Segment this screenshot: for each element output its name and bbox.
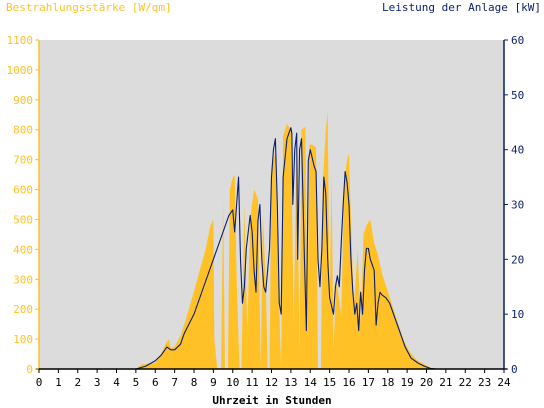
x-axis-tick-label: 11 [246, 376, 259, 389]
right-axis-tick-label: 60 [511, 34, 524, 47]
x-axis-tick-label: 17 [362, 376, 375, 389]
x-axis-tick-label: 0 [36, 376, 43, 389]
left-axis-tick-label: 300 [13, 273, 33, 286]
x-axis-tick-label: 14 [304, 376, 318, 389]
x-axis-tick-label: 6 [152, 376, 159, 389]
left-axis-tick-label: 100 [13, 333, 33, 346]
right-axis-tick-label: 10 [511, 308, 524, 321]
right-axis-tick-label: 30 [511, 199, 524, 212]
power-line [39, 127, 504, 370]
irradiance-area [39, 111, 504, 369]
right-axis-tick-label: 40 [511, 144, 524, 157]
x-axis-tick-label: 22 [459, 376, 472, 389]
x-axis-tick-label: 5 [133, 376, 140, 389]
left-axis-tick-label: 200 [13, 303, 33, 316]
x-axis-tick-label: 9 [210, 376, 217, 389]
left-axis-tick-label: 0 [26, 363, 33, 376]
left-axis-tick-label: 1100 [7, 34, 34, 47]
x-axis-tick-label: 20 [420, 376, 433, 389]
x-axis-tick-label: 4 [113, 376, 120, 389]
left-axis-tick-label: 700 [13, 154, 33, 167]
left-axis-tick-label: 500 [13, 213, 33, 226]
right-axis-tick-label: 0 [511, 363, 518, 376]
x-axis-tick-label: 13 [284, 376, 297, 389]
x-axis-tick-label: 16 [342, 376, 355, 389]
x-axis-title: Uhrzeit in Stunden [212, 394, 332, 407]
left-axis-tick-label: 1000 [7, 64, 34, 77]
left-axis-tick-label: 900 [13, 94, 33, 107]
right-axis-title: Leistung der Anlage [kW] [382, 1, 541, 14]
x-axis-tick-label: 21 [439, 376, 452, 389]
left-axis-tick-label: 800 [13, 124, 33, 137]
left-axis-tick-label: 600 [13, 184, 33, 197]
x-axis-tick-label: 2 [74, 376, 81, 389]
x-axis-tick-label: 18 [381, 376, 394, 389]
x-axis-tick-label: 12 [265, 376, 278, 389]
x-axis-tick-label: 7 [171, 376, 178, 389]
x-axis-tick-label: 1 [55, 376, 62, 389]
right-axis-tick-label: 50 [511, 89, 524, 102]
x-axis-tick-label: 10 [226, 376, 239, 389]
x-axis-tick-label: 15 [323, 376, 336, 389]
x-axis-tick-label: 24 [497, 376, 511, 389]
x-axis-tick-label: 19 [401, 376, 414, 389]
x-axis-tick-label: 23 [478, 376, 491, 389]
right-axis-tick-label: 20 [511, 253, 524, 266]
axes-layer: 0100200300400500600700800900100011000102… [7, 34, 525, 389]
left-axis-title: Bestrahlungsstärke [W/qm] [6, 1, 172, 14]
x-axis-tick-label: 8 [191, 376, 198, 389]
x-axis-tick-label: 3 [94, 376, 101, 389]
series-layer [39, 111, 504, 370]
left-axis-tick-label: 400 [13, 243, 33, 256]
